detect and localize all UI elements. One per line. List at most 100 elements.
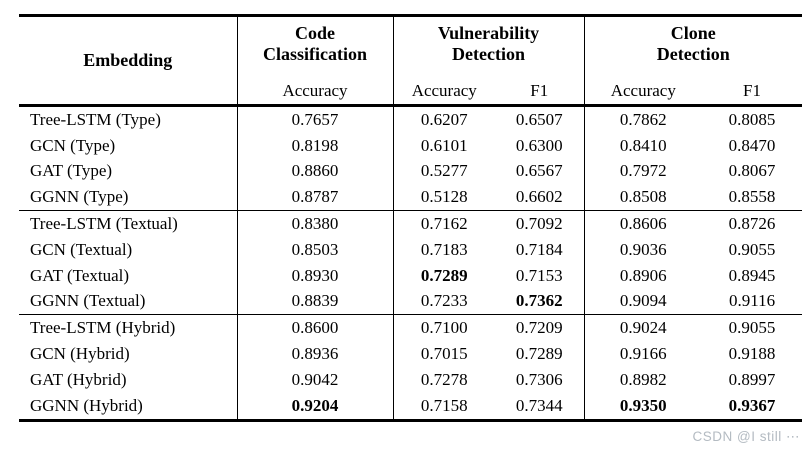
header-embedding: Embedding (19, 15, 238, 106)
cell-code-accuracy: 0.7657 (237, 105, 394, 133)
cell-code-accuracy: 0.8860 (237, 158, 394, 185)
table-row: GAT (Textual) 0.8930 0.7289 0.7153 0.890… (19, 262, 802, 289)
header-group-row: Embedding Code Classification Vulnerabil… (19, 15, 802, 106)
cell-vuln-accuracy: 0.5277 (420, 161, 468, 181)
cell-clone-f1: 0.8997 (728, 369, 776, 389)
row-label: GAT (Type) (19, 158, 238, 185)
table-row: Tree-LSTM (Type) 0.7657 0.6207 0.6507 0.… (19, 105, 802, 133)
cell-clone-accuracy-best: 0.9350 (619, 395, 667, 415)
cell-vuln-f1: 0.7344 (495, 392, 585, 421)
cell-clone-accuracy: 0.7972 (619, 161, 667, 181)
cell-code-accuracy: 0.8930 (237, 262, 394, 289)
table-row: GAT (Hybrid) 0.9042 0.7278 0.7306 0.8982… (19, 366, 802, 393)
cell-clone-accuracy: 0.9024 (619, 318, 667, 338)
cell-vuln-f1: 0.6567 (495, 158, 585, 185)
table-row: GCN (Textual) 0.8503 0.7183 0.7184 0.903… (19, 236, 802, 263)
cell-vuln-accuracy: 0.5128 (420, 187, 468, 207)
cell-vuln-accuracy: 0.7183 (420, 239, 468, 259)
cell-vuln-f1: 0.6300 (495, 132, 585, 159)
cell-clone-accuracy: 0.8906 (619, 265, 667, 285)
cell-vuln-accuracy-best: 0.7289 (420, 265, 468, 285)
cell-vuln-accuracy: 0.7100 (420, 318, 468, 338)
row-label: GAT (Textual) (19, 262, 238, 289)
cell-clone-accuracy: 0.8982 (619, 369, 667, 389)
row-label: GGNN (Type) (19, 184, 238, 211)
cell-vuln-accuracy: 0.6207 (420, 109, 468, 129)
cell-code-accuracy: 0.8600 (237, 314, 394, 342)
cell-clone-f1: 0.8067 (728, 161, 776, 181)
header-vuln-f1: F1 (495, 77, 585, 106)
cell-vuln-f1: 0.7184 (495, 236, 585, 263)
cell-vuln-f1: 0.7209 (495, 314, 585, 342)
embedding-results-table: Embedding Code Classification Vulnerabil… (19, 14, 803, 422)
table-row: Tree-LSTM (Textual) 0.8380 0.7162 0.7092… (19, 210, 802, 237)
cell-clone-f1: 0.9055 (728, 318, 776, 338)
cell-code-accuracy: 0.8380 (237, 210, 394, 237)
cell-vuln-accuracy: 0.7278 (420, 369, 468, 389)
cell-clone-accuracy: 0.9094 (619, 291, 667, 311)
cell-code-accuracy: 0.8839 (237, 288, 394, 315)
cell-clone-accuracy: 0.8508 (619, 187, 667, 207)
row-label: Tree-LSTM (Type) (19, 105, 238, 133)
header-code-classification: Code Classification (237, 15, 394, 77)
cell-vuln-f1: 0.7289 (495, 341, 585, 367)
section-type: Tree-LSTM (Type) 0.7657 0.6207 0.6507 0.… (19, 105, 802, 211)
cell-code-accuracy: 0.8503 (237, 236, 394, 263)
cell-vuln-accuracy: 0.7158 (420, 395, 468, 415)
cell-vuln-f1: 0.7306 (495, 366, 585, 393)
cell-code-accuracy-best: 0.9204 (237, 392, 394, 421)
table-row: GCN (Hybrid) 0.8936 0.7015 0.7289 0.9166… (19, 341, 802, 367)
cell-clone-f1: 0.9116 (728, 291, 776, 311)
cell-clone-f1: 0.8726 (728, 214, 776, 234)
header-clone-accuracy: Accuracy (610, 80, 676, 100)
cell-code-accuracy: 0.8787 (237, 184, 394, 211)
cell-clone-accuracy: 0.7862 (619, 109, 667, 129)
table-row: GCN (Type) 0.8198 0.6101 0.6300 0.8410 0… (19, 132, 802, 159)
row-label: GAT (Hybrid) (19, 366, 238, 393)
row-label: GCN (Textual) (19, 236, 238, 263)
cell-vuln-f1: 0.6507 (495, 105, 585, 133)
cell-vuln-accuracy: 0.7015 (420, 344, 468, 364)
cell-vuln-accuracy: 0.7162 (420, 214, 468, 234)
cell-clone-f1: 0.9188 (728, 344, 776, 364)
cell-clone-f1: 0.8085 (728, 109, 776, 129)
table-row: GGNN (Textual) 0.8839 0.7233 0.7362 0.90… (19, 288, 802, 315)
header-code-accuracy: Accuracy (237, 77, 394, 106)
table-row: GGNN (Hybrid) 0.9204 0.7158 0.7344 0.935… (19, 392, 802, 421)
row-label: GGNN (Hybrid) (19, 392, 238, 421)
row-label: GGNN (Textual) (19, 288, 238, 315)
cell-vuln-f1-best: 0.7362 (495, 288, 585, 315)
csdn-watermark: CSDN @I still ⋯ (692, 429, 800, 444)
row-label: GCN (Type) (19, 132, 238, 159)
cell-clone-f1-best: 0.9367 (728, 395, 776, 415)
cell-clone-accuracy: 0.9036 (619, 239, 667, 259)
cell-vuln-f1: 0.7092 (495, 210, 585, 237)
cell-vuln-accuracy: 0.7233 (420, 291, 468, 311)
table-row: GAT (Type) 0.8860 0.5277 0.6567 0.7972 0… (19, 158, 802, 185)
row-label: GCN (Hybrid) (19, 341, 238, 367)
table-row: GGNN (Type) 0.8787 0.5128 0.6602 0.8508 … (19, 184, 802, 211)
cell-code-accuracy: 0.8198 (237, 132, 394, 159)
cell-clone-f1: 0.9055 (728, 239, 776, 259)
header-vulnerability-detection: Vulnerability Detection (393, 15, 585, 77)
header-vuln-accuracy: Accuracy (411, 80, 477, 100)
cell-clone-f1: 0.8558 (728, 187, 776, 207)
cell-clone-f1: 0.8945 (728, 265, 776, 285)
row-label: Tree-LSTM (Hybrid) (19, 314, 238, 342)
cell-code-accuracy: 0.9042 (237, 366, 394, 393)
header-sub-row: Accuracy Accuracy F1 Accuracy F1 (19, 77, 802, 106)
table-header: Embedding Code Classification Vulnerabil… (19, 15, 803, 106)
cell-clone-accuracy: 0.8606 (619, 214, 667, 234)
section-textual: Tree-LSTM (Textual) 0.8380 0.7162 0.7092… (19, 210, 803, 315)
table-row: Tree-LSTM (Hybrid) 0.8600 0.7100 0.7209 … (19, 314, 802, 342)
header-clone-detection: Clone Detection (656, 23, 730, 64)
cell-vuln-accuracy: 0.6101 (420, 135, 468, 155)
cell-clone-f1: 0.8470 (728, 135, 776, 155)
section-hybrid: Tree-LSTM (Hybrid) 0.8600 0.7100 0.7209 … (19, 314, 803, 421)
cell-vuln-f1: 0.6602 (495, 184, 585, 211)
cell-clone-accuracy: 0.9166 (619, 344, 667, 364)
cell-code-accuracy: 0.8936 (237, 341, 394, 367)
row-label: Tree-LSTM (Textual) (19, 210, 238, 237)
cell-vuln-f1: 0.7153 (495, 262, 585, 289)
